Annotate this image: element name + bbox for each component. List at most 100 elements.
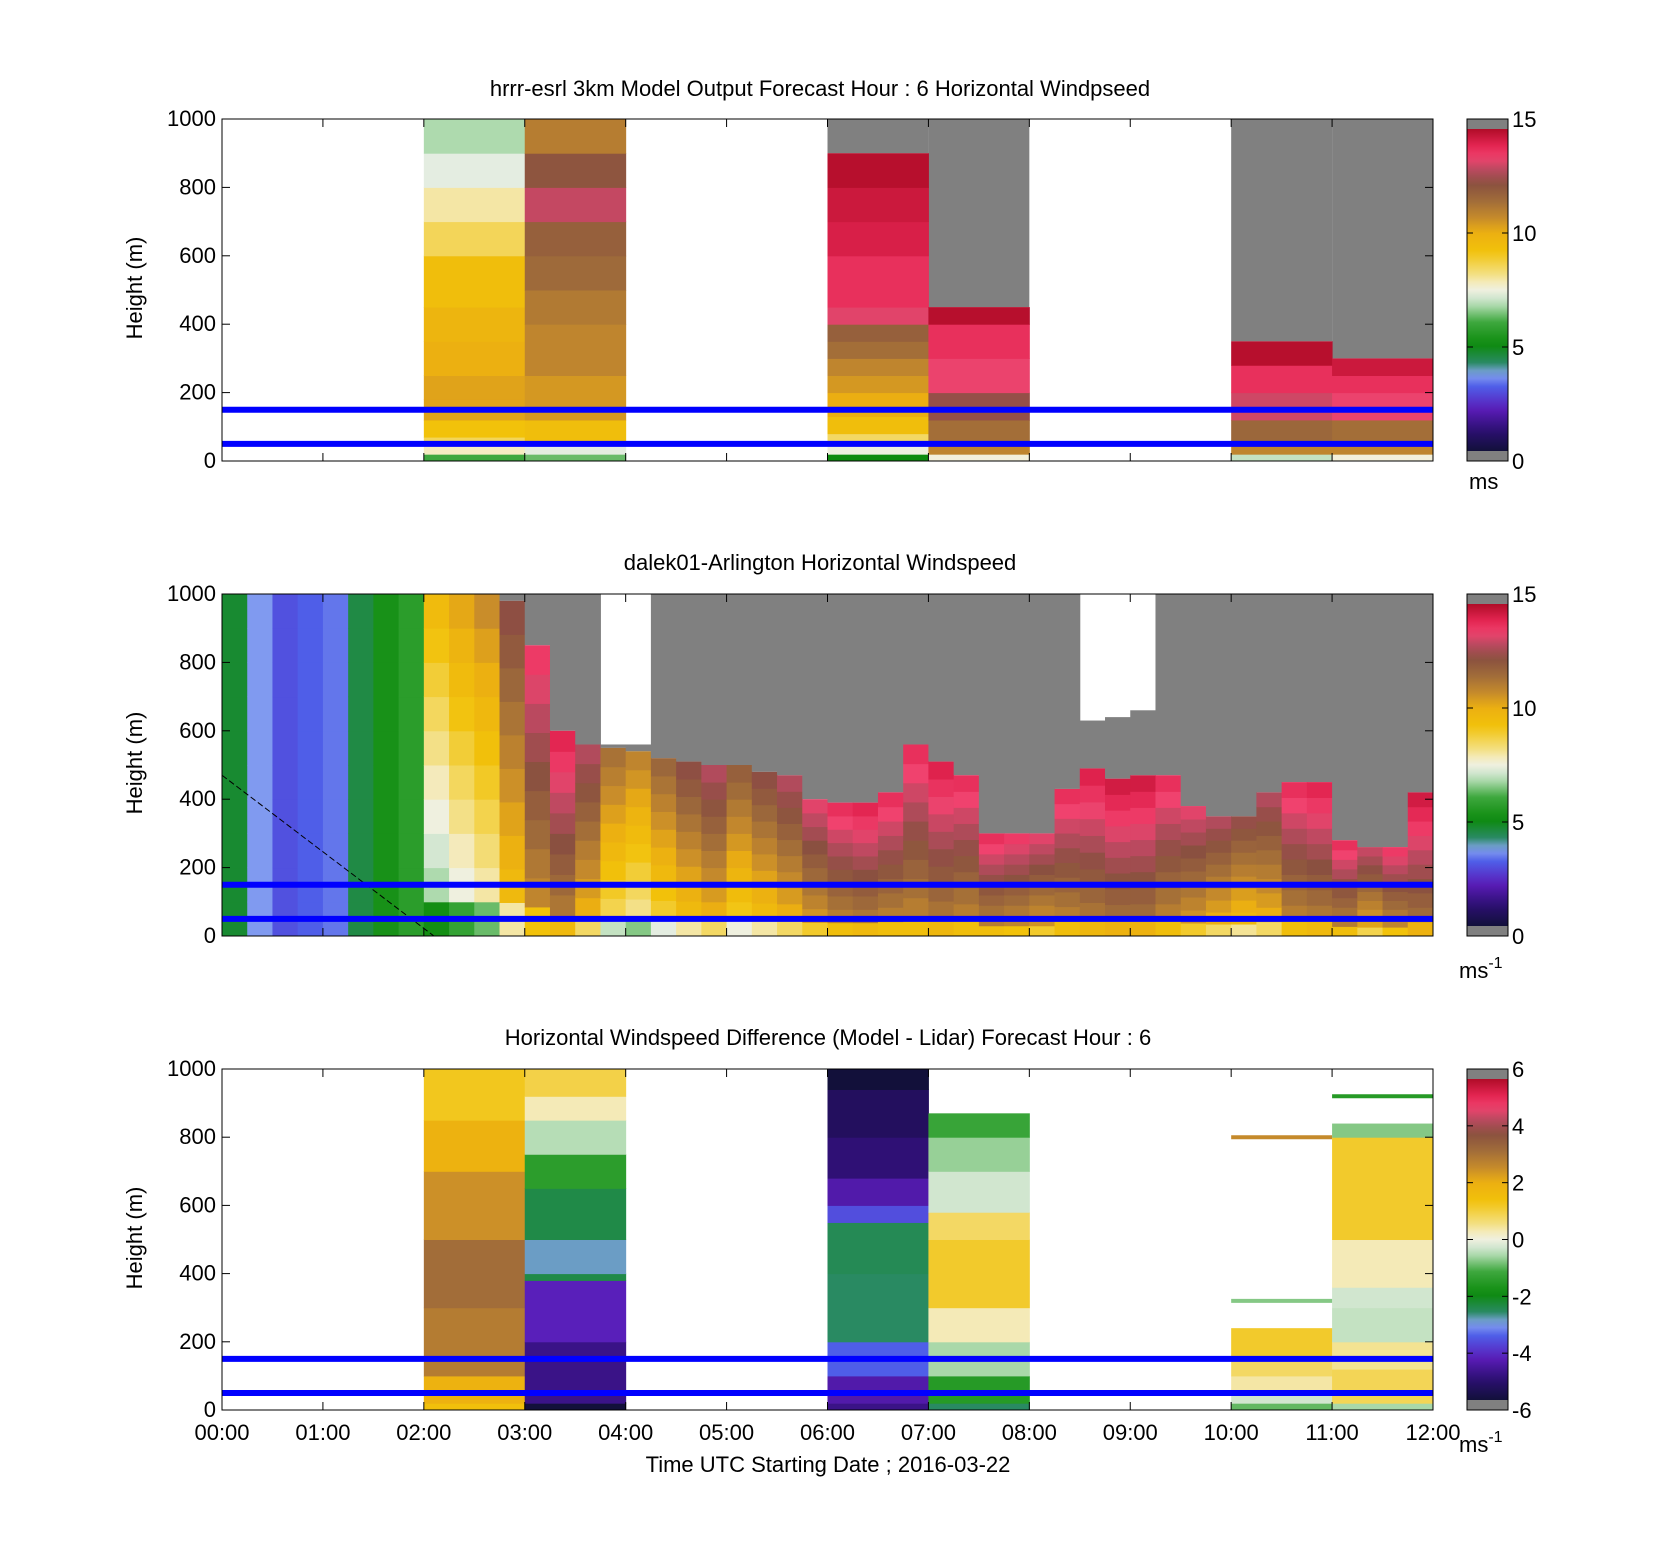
profile-cell [1407,921,1433,936]
profile-cell [777,807,803,824]
missing-data-cell [701,594,728,765]
x-tick-label: 01:00 [295,1420,350,1445]
profile-cell [499,768,526,803]
profile-cell [1180,845,1207,859]
profile-cell [903,821,929,841]
profile-cell [398,765,425,800]
profile-cell [1054,921,1081,936]
panel-3-colorbar: -6 -4 -2 0 2 4 6 [1466,1057,1532,1423]
profile-cell [1054,833,1081,849]
profile-cell [1407,792,1433,808]
missing-data-cell [625,744,652,752]
panel-3-title: Horizontal Windspeed Difference (Model -… [505,1025,1151,1050]
profile-cell [650,775,677,795]
x-tick-label: 07:00 [901,1420,956,1445]
heatmap-cell [1332,1341,1433,1370]
profile-cell [1256,849,1283,865]
missing-data-cell [1079,720,1106,769]
profile-cell [423,594,450,629]
profile-cell [247,628,273,663]
profile-cell [1029,833,1056,845]
profile-cell [1231,816,1257,829]
panel-2-colorbar-unit: ms-1 [1459,955,1503,983]
heatmap-cell [928,324,1030,359]
profile-cell [877,821,904,836]
heatmap-cell [827,1178,929,1206]
profile-cell [802,840,828,855]
missing-data-cell [953,594,980,776]
profile-cell [322,730,349,766]
profile-cell [1256,921,1283,936]
profile-cell [903,840,929,860]
profile-cell [1180,832,1207,846]
panel-2-colorbar: 0 5 10 15 [1466,582,1536,949]
profile-cell [650,847,677,866]
profile-cell [978,905,1005,916]
profile-cell [449,662,475,698]
profile-cell [1306,797,1333,814]
profile-cell [978,833,1005,845]
profile-cell [499,835,526,870]
heatmap-cell [1231,1328,1333,1356]
profile-cell [1332,897,1358,908]
profile-cell [398,730,425,766]
y-tick-label: 200 [179,1329,216,1354]
heatmap-cell [1332,1307,1433,1343]
profile-cell [1231,864,1257,877]
profile-cell [1382,891,1409,901]
missing-data-cell [1054,594,1081,789]
heatmap-cell [524,187,627,223]
profile-cell [903,859,929,880]
profile-cell [676,779,702,797]
profile-cell [322,799,349,834]
profile-cell [953,919,980,936]
profile-cell [247,833,273,869]
missing-data-cell [852,594,879,803]
heatmap-cell [524,419,627,441]
profile-cell [1004,864,1030,875]
missing-data-cell [1130,710,1156,776]
heatmap-cell [1231,1403,1333,1410]
missing-data-cell [1382,594,1409,848]
colorbar-tick-label: 2 [1512,1171,1524,1196]
heatmap-cell [1231,419,1333,441]
profile-cell [1306,920,1333,936]
profile-cell [802,853,828,869]
missing-data-cell [877,594,904,793]
profile-cell [852,842,879,857]
profile-cell [1205,828,1232,841]
heatmap-cell [423,153,526,188]
profile-cell [1130,887,1156,905]
missing-data-cell [499,594,526,601]
profile-cell [701,901,728,920]
profile-cell [726,799,753,817]
profile-cell [650,758,677,777]
panel-1-title: hrrr-esrl 3km Model Output Forecast Hour… [490,76,1150,101]
profile-cell [928,813,955,832]
heatmap-cell [423,1307,526,1377]
profile-cell [474,628,501,663]
profile-cell [449,696,475,732]
profile-cell [1281,859,1308,875]
missing-data-cell [1105,717,1131,779]
profile-cell [549,853,576,875]
profile-cell [373,696,400,732]
profile-cell [877,806,904,822]
profile-cell [676,848,702,867]
profile-cell [903,897,929,918]
profile-cell [348,628,374,663]
colorbar-cap [1467,119,1508,129]
profile-cell [777,775,803,792]
profile-cell [751,837,778,855]
heatmap-cell [524,375,627,421]
y-tick-label: 400 [179,311,216,336]
profile-cell [272,765,299,800]
profile-cell [852,855,879,870]
profile-cell [297,594,324,629]
heatmap-cell [524,1154,627,1189]
colorbar-frame [1466,118,1509,462]
heatmap-cell [423,255,526,308]
missing-data-cell [978,594,1005,834]
profile-cell [1357,891,1384,901]
profile-cell [449,765,475,800]
